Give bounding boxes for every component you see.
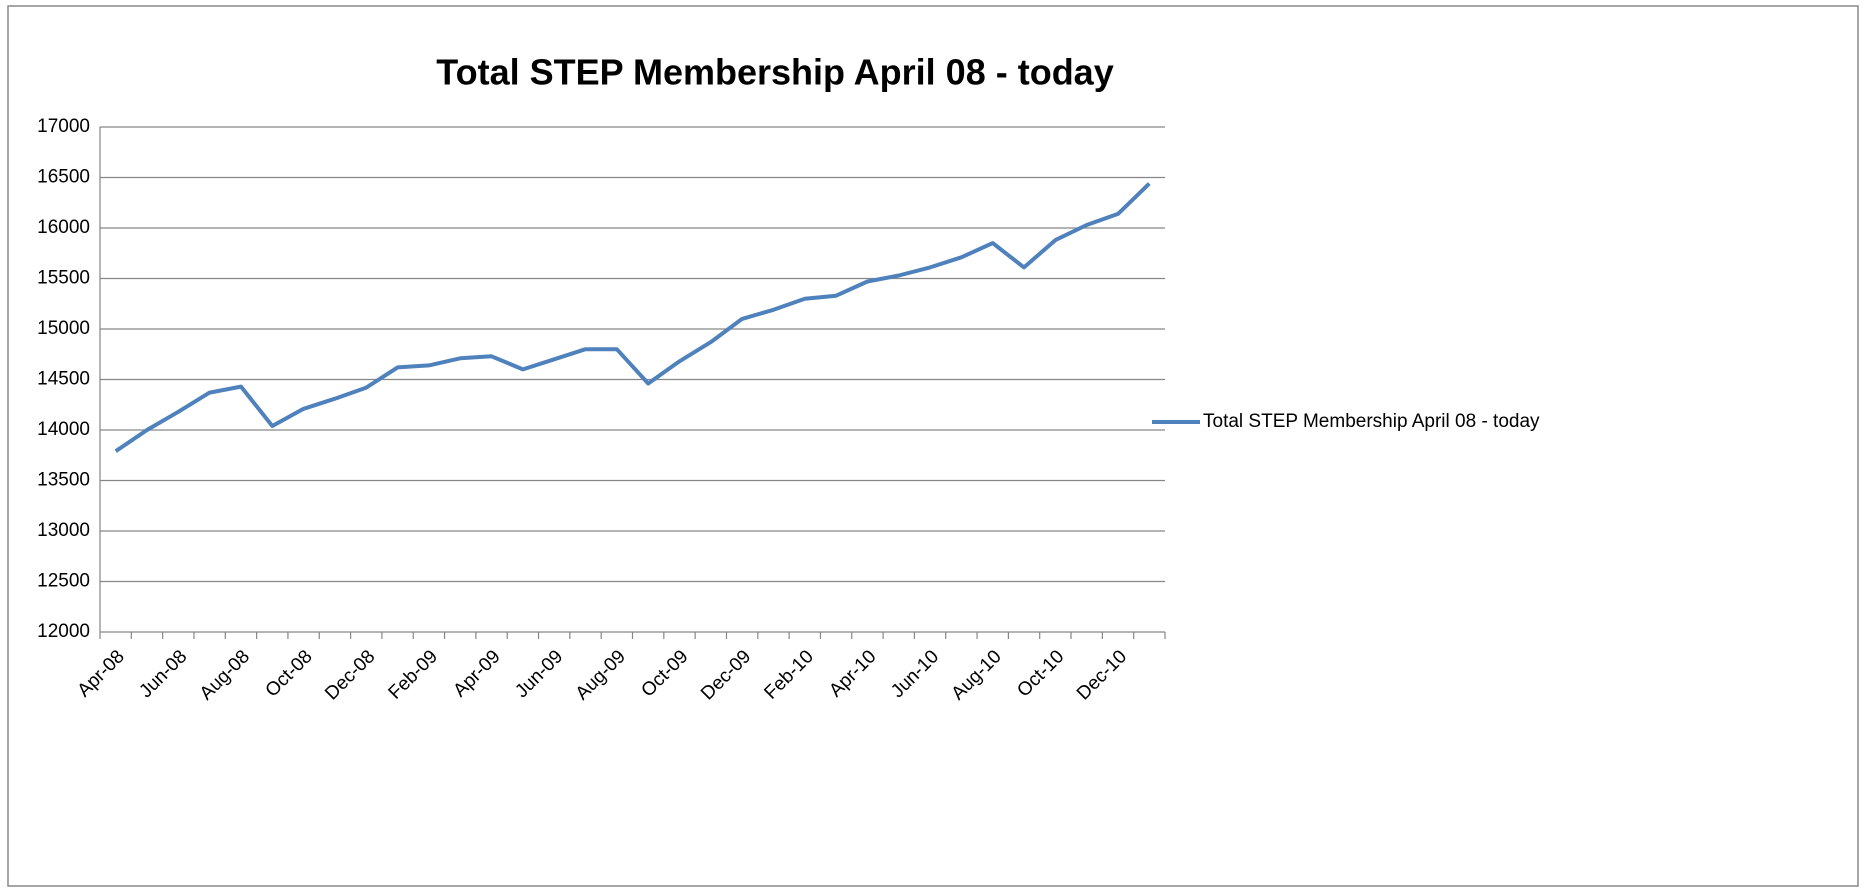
y-tick-label: 14500 bbox=[37, 369, 90, 390]
legend-label: Total STEP Membership April 08 - today bbox=[1203, 411, 1540, 432]
chart-title: Total STEP Membership April 08 - today bbox=[436, 52, 1113, 93]
y-tick-label: 15000 bbox=[37, 318, 90, 339]
y-tick-label: 17000 bbox=[37, 116, 90, 137]
y-tick-label: 13000 bbox=[37, 520, 90, 541]
y-tick-label: 14000 bbox=[37, 419, 90, 440]
y-tick-label: 13500 bbox=[37, 470, 90, 491]
y-tick-label: 15500 bbox=[37, 268, 90, 289]
line-series bbox=[114, 182, 1151, 453]
chart-frame bbox=[7, 5, 1859, 887]
y-tick-label: 12500 bbox=[37, 571, 90, 592]
y-tick-label: 16500 bbox=[37, 167, 90, 188]
y-tick-label: 16000 bbox=[37, 217, 90, 238]
y-tick-label: 12000 bbox=[37, 621, 90, 642]
